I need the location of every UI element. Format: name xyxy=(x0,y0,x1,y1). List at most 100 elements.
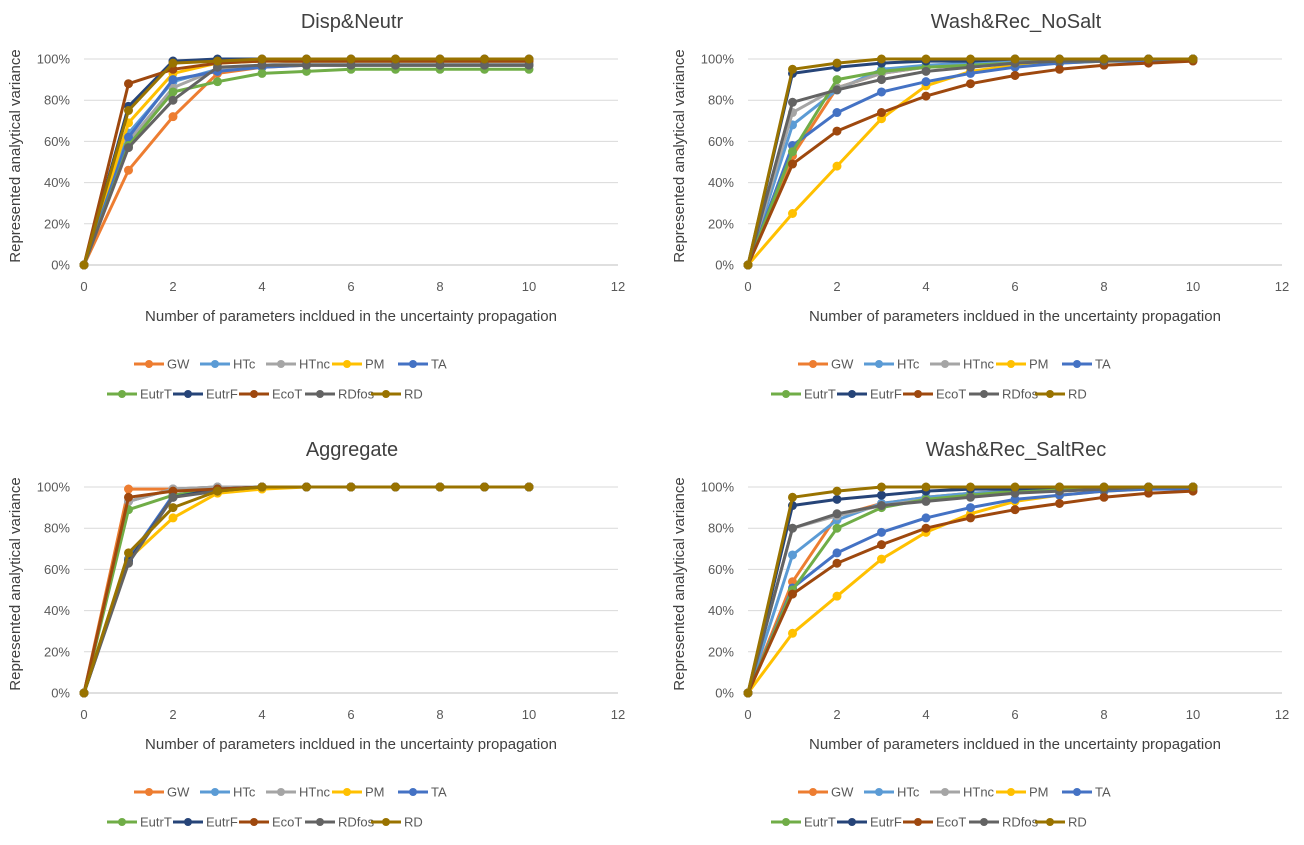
data-point-ta xyxy=(877,87,886,97)
legend-label-gw: GW xyxy=(167,357,190,372)
x-tick-label: 6 xyxy=(1011,279,1018,294)
data-point-pm xyxy=(832,591,842,601)
legend-marker-rdfos xyxy=(316,818,324,826)
data-point-ta xyxy=(168,75,178,85)
legend-marker-ecot xyxy=(250,818,258,826)
x-tick-label: 0 xyxy=(80,279,87,294)
series-line-ecot xyxy=(82,485,531,695)
data-point-rd xyxy=(1188,54,1198,64)
data-point-ecot xyxy=(921,523,931,533)
series-line-rdfos xyxy=(82,63,531,267)
legend-label-htnc: HTnc xyxy=(963,785,995,800)
series-line-ta xyxy=(82,485,531,695)
data-point-ecot xyxy=(832,558,842,568)
series-line-ecot xyxy=(746,59,1195,267)
data-point-gw xyxy=(124,484,133,494)
y-tick-label: 80% xyxy=(708,521,734,536)
data-point-rd xyxy=(168,503,178,513)
data-point-rd xyxy=(213,486,222,496)
data-point-rdfos xyxy=(832,509,842,519)
data-point-rd xyxy=(124,548,133,558)
data-point-rd xyxy=(921,482,931,492)
series-line-rd xyxy=(82,485,531,695)
legend-label-eutrt: EutrT xyxy=(140,815,172,830)
data-point-pm xyxy=(788,628,797,638)
series-line-htc xyxy=(82,61,531,267)
data-point-ecot xyxy=(966,513,975,523)
legend-label-rd: RD xyxy=(1068,815,1087,830)
legend-label-rdfos: RDfos xyxy=(338,387,375,402)
legend-label-ecot: EcoT xyxy=(936,815,966,830)
data-point-rd xyxy=(1144,482,1153,492)
chart-title: Disp&Neutr xyxy=(301,11,404,33)
data-point-rd xyxy=(480,54,489,64)
data-point-ecot xyxy=(966,79,975,89)
data-point-ecot xyxy=(124,492,133,502)
legend-marker-rd xyxy=(382,390,390,398)
legend-label-eutrt: EutrT xyxy=(804,815,836,830)
data-point-rd xyxy=(1010,482,1020,492)
legend-marker-eutrt xyxy=(118,390,126,398)
data-point-rdfos xyxy=(788,523,797,533)
x-tick-label: 2 xyxy=(169,279,176,294)
data-point-ta xyxy=(921,513,931,523)
data-point-rd xyxy=(480,482,489,492)
data-point-rd xyxy=(524,54,534,64)
chart-title: Aggregate xyxy=(306,439,398,461)
data-point-rd xyxy=(743,688,753,698)
legend-marker-ta xyxy=(409,788,417,796)
x-tick-label: 2 xyxy=(833,707,840,722)
legend-marker-pm xyxy=(1007,788,1015,796)
x-tick-label: 4 xyxy=(922,279,929,294)
data-point-eutrt xyxy=(832,75,842,85)
x-tick-label: 0 xyxy=(744,707,751,722)
x-tick-label: 8 xyxy=(436,279,443,294)
legend-marker-eutrf xyxy=(848,390,856,398)
legend-marker-rd xyxy=(1046,818,1054,826)
data-point-rdfos xyxy=(832,85,842,95)
series-line-htnc xyxy=(746,57,1195,267)
data-point-rd xyxy=(435,482,445,492)
legend-marker-htc xyxy=(211,788,219,796)
x-tick-label: 12 xyxy=(611,279,625,294)
data-point-rd xyxy=(124,106,133,115)
x-tick-label: 0 xyxy=(744,279,751,294)
data-point-rd xyxy=(1010,54,1020,64)
legend-label-pm: PM xyxy=(1029,785,1049,800)
data-point-rdfos xyxy=(877,501,886,511)
data-point-rd xyxy=(877,482,886,492)
series-line-eutrt xyxy=(82,485,531,695)
legend-label-htnc: HTnc xyxy=(299,785,331,800)
data-point-rd xyxy=(391,54,400,64)
legend-label-gw: GW xyxy=(167,785,190,800)
legend-marker-pm xyxy=(343,788,351,796)
x-tick-label: 2 xyxy=(833,279,840,294)
series-line-ta xyxy=(746,57,1195,267)
legend-marker-ecot xyxy=(914,818,922,826)
data-point-eutrt xyxy=(877,66,886,76)
data-point-rd xyxy=(302,482,311,492)
data-point-eutrt xyxy=(213,77,222,87)
legend-marker-eutrt xyxy=(782,390,790,398)
x-tick-label: 4 xyxy=(922,707,929,722)
legend-label-rd: RD xyxy=(1068,387,1087,402)
legend-label-gw: GW xyxy=(831,357,854,372)
x-axis-label: Number of parameters incldued in the unc… xyxy=(145,308,557,325)
series-line-eutrf xyxy=(746,57,1195,267)
data-point-rd xyxy=(79,688,89,698)
series-line-ta xyxy=(82,63,531,267)
data-point-rd xyxy=(391,482,400,492)
legend-marker-htnc xyxy=(277,788,285,796)
data-point-ecot xyxy=(1055,498,1064,508)
y-tick-label: 20% xyxy=(44,216,70,231)
y-tick-label: 60% xyxy=(708,562,734,577)
x-tick-label: 6 xyxy=(347,707,354,722)
legend-label-eutrf: EutrF xyxy=(206,815,238,830)
x-axis-label: Number of parameters incldued in the unc… xyxy=(809,736,1221,753)
series-line-pm xyxy=(746,57,1195,267)
legend-marker-gw xyxy=(145,788,153,796)
legend-marker-rd xyxy=(382,818,390,826)
legend-label-htc: HTc xyxy=(233,357,256,372)
legend-label-ta: TA xyxy=(431,357,447,372)
x-tick-label: 10 xyxy=(522,707,536,722)
